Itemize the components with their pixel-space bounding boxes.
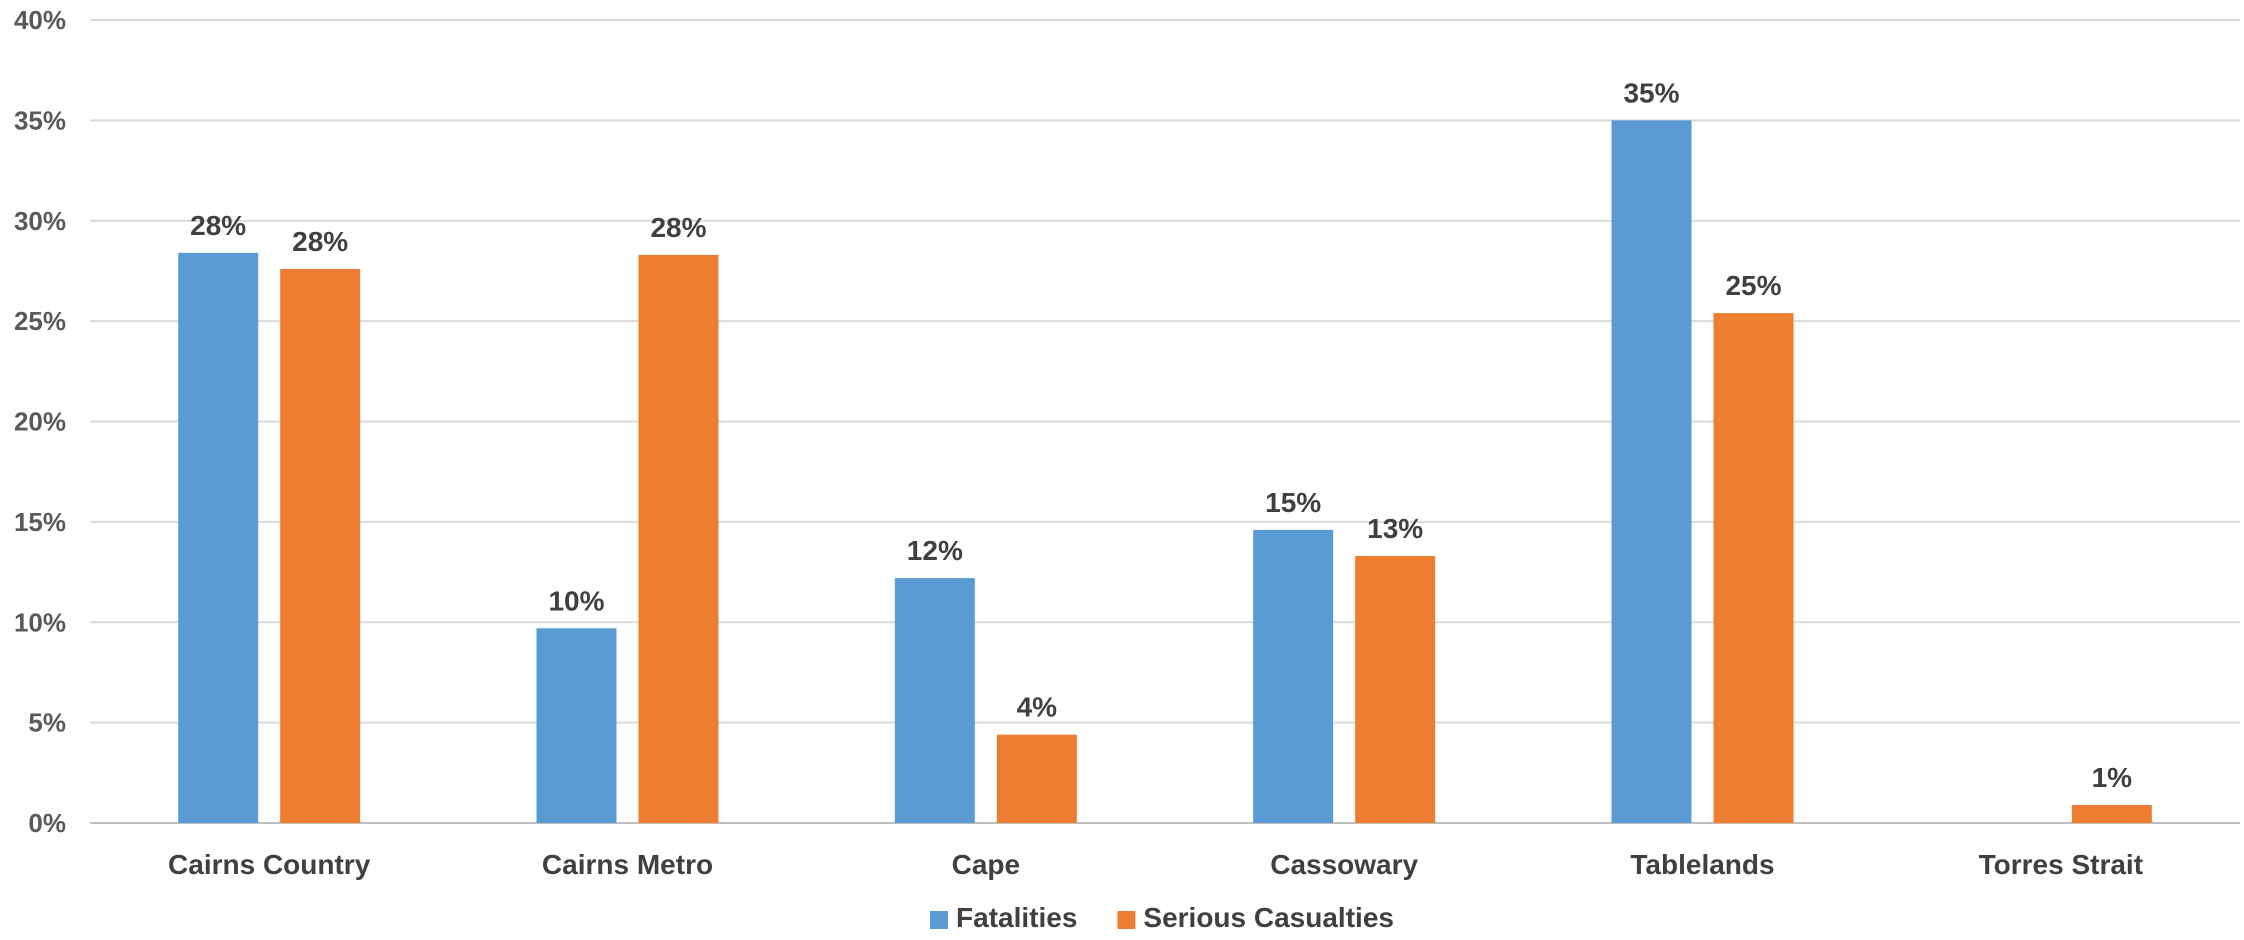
legend: Fatalities Serious Casualties — [930, 902, 1394, 933]
data-label: 4% — [1017, 692, 1058, 723]
category-label: Cape — [952, 849, 1020, 880]
data-label: 15% — [1265, 487, 1321, 518]
data-label: 1% — [2092, 762, 2133, 793]
bar-fatalities — [894, 578, 975, 823]
y-tick-label: 10% — [14, 607, 66, 637]
legend-label: Serious Casualties — [1143, 902, 1394, 933]
y-tick-label: 25% — [14, 306, 66, 336]
category-label: Torres Strait — [1979, 849, 2143, 880]
category-label: Cassowary — [1270, 849, 1418, 880]
category-label: Cairns Metro — [542, 849, 713, 880]
category-label: Cairns Country — [168, 849, 371, 880]
bar-serious-casualties — [996, 734, 1077, 823]
legend-item: Fatalities — [930, 902, 1077, 933]
bar-serious-casualties — [2071, 804, 2152, 823]
data-label: 35% — [1623, 77, 1679, 108]
bar-fatalities — [536, 628, 617, 823]
legend-label: Fatalities — [956, 902, 1077, 933]
bar-fatalities — [178, 252, 259, 823]
legend-item: Serious Casualties — [1117, 902, 1394, 933]
y-axis-ticks: 0% 5% 10% 15% 20% 25% 30% 35% 40% — [14, 5, 66, 838]
data-label: 28% — [292, 226, 348, 257]
bar-fatalities — [1253, 529, 1334, 823]
data-label: 13% — [1367, 513, 1423, 544]
bar-serious-casualties — [638, 254, 719, 823]
bar-serious-casualties — [1713, 313, 1794, 823]
bar-serious-casualties — [1355, 556, 1436, 823]
data-labels: 28% 28% 10% 28% 12% 4% 15% 13% 35% 25% 1% — [190, 77, 2132, 793]
category-label: Tablelands — [1630, 849, 1774, 880]
legend-swatch — [930, 911, 949, 929]
y-tick-label: 15% — [14, 507, 66, 537]
data-label: 10% — [548, 585, 604, 616]
data-label: 28% — [190, 210, 246, 241]
data-label: 25% — [1725, 270, 1781, 301]
category-labels: Cairns Country Cairns Metro Cape Cassowary T… — [168, 849, 2143, 880]
y-tick-label: 35% — [14, 105, 66, 135]
bars — [178, 120, 2152, 823]
y-tick-label: 30% — [14, 206, 66, 236]
legend-swatch — [1117, 911, 1136, 929]
y-tick-label: 40% — [14, 5, 66, 35]
data-label: 28% — [650, 212, 706, 243]
data-label: 12% — [907, 535, 963, 566]
y-tick-label: 5% — [28, 708, 66, 738]
bar-serious-casualties — [280, 268, 361, 823]
y-tick-label: 0% — [28, 808, 66, 838]
bar-fatalities — [1611, 120, 1692, 823]
y-tick-label: 20% — [14, 407, 66, 437]
gridlines — [90, 19, 2240, 824]
